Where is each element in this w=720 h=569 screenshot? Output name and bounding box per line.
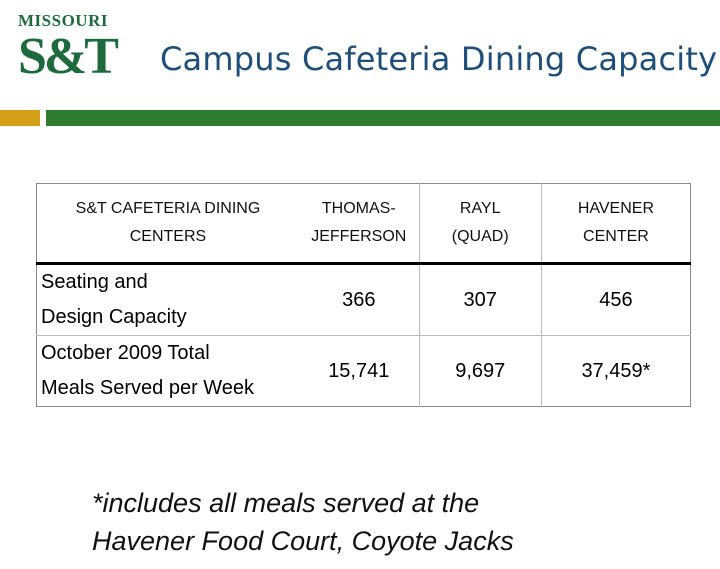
cell-value: 37,459* [540, 335, 691, 407]
table-row: Seating and Design Capacity 366 307 456 [36, 263, 691, 336]
row-label-line: Seating and [41, 271, 148, 293]
table-header-row: S&T CAFETERIA DINING CENTERS THOMAS- JEF… [36, 183, 691, 265]
logo-st-text: S&T [18, 28, 119, 85]
footnote-line: *includes all meals served at the [92, 488, 480, 518]
footnote: *includes all meals served at the Havene… [92, 484, 514, 560]
cell-value: 9,697 [418, 335, 542, 407]
cell-value: 456 [540, 263, 691, 336]
row-label-meals: October 2009 Total Meals Served per Week [37, 336, 299, 407]
row-label-seating: Seating and Design Capacity [36, 263, 299, 336]
header-cell-line: RAYL [459, 200, 501, 217]
cell-value: 366 [298, 263, 420, 336]
missouri-st-logo: MISSOURI S&T [18, 11, 119, 88]
header-cell-thomas-jefferson: THOMAS- JEFFERSON [298, 183, 420, 265]
dining-capacity-table: S&T CAFETERIA DINING CENTERS THOMAS- JEF… [36, 183, 691, 407]
header-cell-line: S&T CAFETERIA DINING [75, 200, 261, 217]
slide-title: Campus Cafeteria Dining Capacity [160, 40, 718, 78]
cell-value: 15,741 [328, 359, 390, 382]
table-row: October 2009 Total Meals Served per Week… [37, 335, 691, 407]
cell-value: 307 [418, 263, 542, 336]
header-cell-line: (QUAD) [451, 228, 509, 245]
header-cell-line: THOMAS- [321, 200, 396, 217]
header-cell-line: JEFFERSON [311, 228, 407, 245]
row-label-line: Meals Served per Week [41, 377, 255, 399]
header-bar-green [46, 110, 720, 126]
header-cell-havener: HAVENER CENTER [540, 183, 691, 265]
header-cell-rayl: RAYL (QUAD) [418, 183, 542, 265]
header-cell-line: CENTER [583, 228, 649, 245]
header-bar-gold [0, 110, 40, 126]
logo-missouri-text: MISSOURI [18, 11, 108, 30]
footnote-line: Havener Food Court, Coyote Jacks [92, 526, 514, 556]
header-cell-centers: S&T CAFETERIA DINING CENTERS [36, 183, 299, 265]
row-label-line: October 2009 Total [41, 342, 210, 364]
row-label-line: Design Capacity [41, 306, 187, 328]
header-cell-line: CENTERS [129, 228, 207, 245]
header-cell-line: HAVENER [577, 200, 654, 217]
